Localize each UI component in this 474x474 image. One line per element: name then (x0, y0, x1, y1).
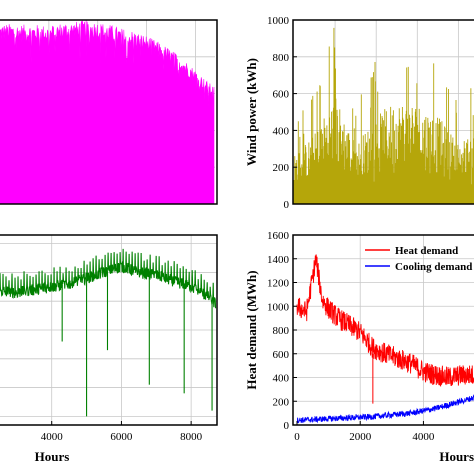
p4-ytick-label: 1400 (267, 254, 290, 266)
p2-ytick-label: 0 (284, 199, 290, 211)
panel-3: 4000 6000 8000 Hours (0, 234, 218, 464)
p4-legend: Heat demand Cooling demand (365, 245, 472, 273)
p4-ytick-label: 1200 (267, 278, 290, 290)
p4-series (296, 254, 474, 424)
p1-frame (0, 19, 218, 205)
p4-ytick-label: 200 (273, 396, 290, 408)
panel-2: 0 200 400 600 800 1000 Wind power (kWh) (244, 15, 474, 211)
p4-ytick-label: 800 (273, 325, 290, 337)
p4-xlabel: Hours (439, 449, 474, 464)
p2-ytick-label: 800 (273, 52, 290, 64)
p4-xtick-label: 2000 (349, 431, 372, 443)
p3-xtick-label: 4000 (41, 431, 64, 443)
p2-ytick-label: 400 (273, 125, 290, 137)
p3-grid (0, 235, 217, 425)
p4-xtick-label: 4000 (412, 431, 435, 443)
p4-yticks: 0 200 400 600 800 1000 1200 1400 1600 (267, 230, 297, 432)
p2-ytick-label: 600 (273, 89, 290, 101)
p4-ytick-label: 1600 (267, 230, 290, 242)
p4-legend-label: Cooling demand (395, 261, 472, 273)
p3-frame (0, 234, 218, 426)
p4-cooling-line (296, 394, 474, 424)
p2-ylabel: Wind power (kWh) (244, 58, 259, 166)
p1-series (0, 20, 215, 205)
p2-yticks: 0 200 400 600 800 1000 (267, 15, 297, 211)
p3-xticks: 4000 6000 8000 (41, 421, 203, 443)
p2-series (293, 27, 474, 204)
p2-ytick-label: 1000 (267, 15, 290, 27)
p2-ytick-label: 200 (273, 162, 290, 174)
p3-series (0, 248, 217, 417)
p3-xtick-label: 6000 (110, 431, 133, 443)
p3-line (0, 248, 217, 309)
p4-legend-label: Heat demand (395, 245, 458, 257)
p4-xtick-label: 0 (294, 431, 300, 443)
p4-ytick-label: 0 (284, 420, 290, 432)
p4-heat-line (296, 254, 474, 387)
p4-ytick-label: 400 (273, 373, 290, 385)
p4-xticks: 0 2000 4000 (294, 421, 435, 443)
p1-area (0, 20, 215, 205)
p2-bars (293, 27, 474, 204)
p2-frame (292, 19, 474, 205)
panel-1 (0, 19, 218, 205)
p3-xlabel: Hours (35, 449, 70, 464)
p4-ylabel: Heat demand (MWh) (244, 270, 259, 389)
p3-xtick-label: 8000 (180, 431, 203, 443)
p4-ytick-label: 600 (273, 349, 290, 361)
p4-ytick-label: 1000 (267, 301, 290, 313)
